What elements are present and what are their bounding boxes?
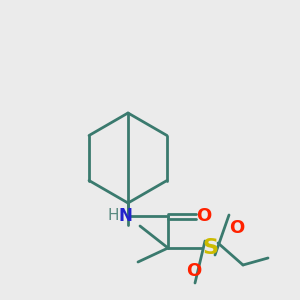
Text: S: S [202,238,218,258]
Text: H: H [107,208,119,224]
Text: O: O [230,219,244,237]
Text: O: O [186,262,202,280]
Text: O: O [196,207,211,225]
Text: N: N [118,207,132,225]
